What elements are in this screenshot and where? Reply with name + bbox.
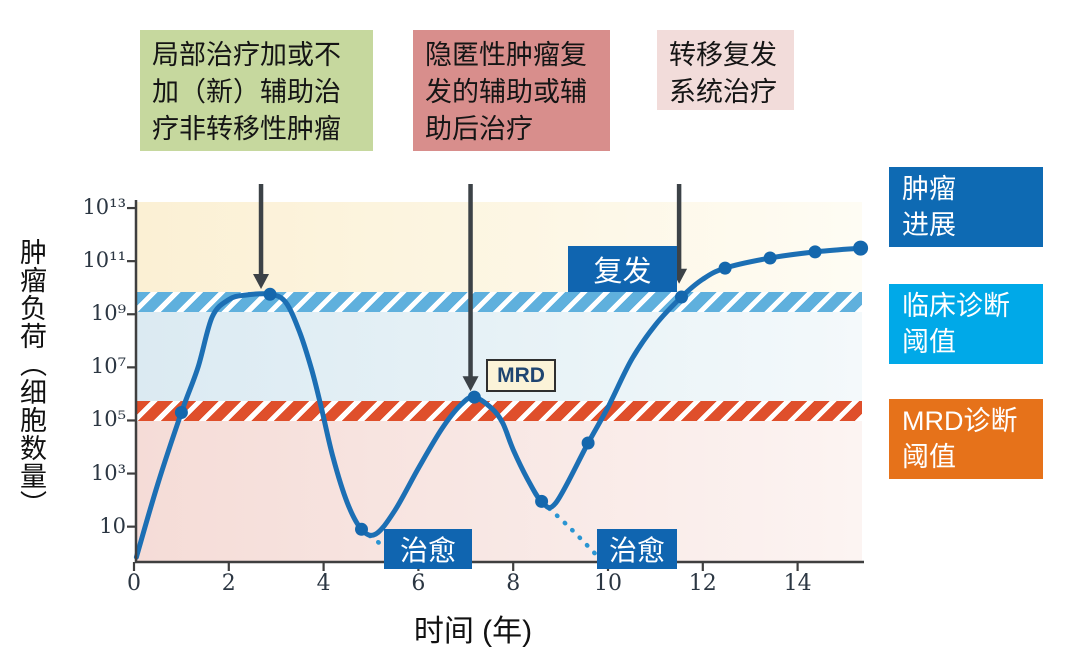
y-axis-label: 肿瘤负荷（细胞数量） bbox=[16, 238, 46, 518]
cure-label-1: 治愈 bbox=[384, 529, 472, 569]
relapse-label: 复发 bbox=[568, 246, 677, 292]
x-tick-label: 2 bbox=[221, 571, 236, 596]
below-mrd-zone bbox=[136, 421, 862, 562]
x-tick-label: 14 bbox=[783, 571, 812, 596]
legend-mrd-threshold: MRD诊断 阈值 bbox=[889, 399, 1043, 479]
y-tick-label: 10⁵ bbox=[90, 407, 126, 432]
x-tick-label: 0 bbox=[127, 571, 141, 596]
y-tick-label: 10³ bbox=[90, 460, 126, 485]
treatment-box-local-therapy: 局部治疗加或不 加（新）辅助治 疗非转移性肿瘤 bbox=[140, 30, 373, 151]
mrd-label: MRD bbox=[486, 359, 556, 392]
y-tick-label: 10⁹ bbox=[90, 301, 126, 326]
legend-tumor-progression: 肿瘤 进展 bbox=[889, 167, 1043, 247]
tumor-progression-zone bbox=[136, 202, 862, 292]
x-tick-label: 12 bbox=[688, 571, 717, 596]
x-tick-label: 10 bbox=[594, 571, 622, 596]
x-tick-label: 4 bbox=[316, 571, 331, 596]
y-tick-label: 10¹³ bbox=[82, 195, 126, 220]
y-tick-label: 10 bbox=[99, 513, 126, 538]
legend-clinical-threshold: 临床诊断 阈值 bbox=[889, 284, 1043, 364]
y-tick-label: 10¹¹ bbox=[82, 248, 126, 273]
treatment-box-metastatic-relapse: 转移复发 系统治疗 bbox=[657, 30, 794, 110]
clinical-threshold-band bbox=[136, 292, 862, 312]
x-axis-label: 时间 (年) bbox=[413, 615, 533, 648]
treatment-box-occult-relapse: 隐匿性肿瘤复 发的辅助或辅 助后治疗 bbox=[413, 30, 610, 151]
cure-label-2: 治愈 bbox=[597, 529, 677, 569]
mrd-threshold-band bbox=[136, 401, 862, 421]
x-tick-label: 8 bbox=[506, 571, 521, 596]
x-tick-label: 6 bbox=[411, 571, 426, 596]
y-tick-label: 10⁷ bbox=[90, 354, 126, 379]
